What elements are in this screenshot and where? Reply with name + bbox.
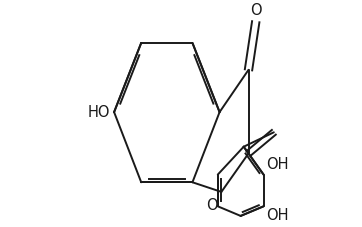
Text: OH: OH [266, 157, 288, 172]
Text: O: O [250, 3, 262, 18]
Text: O: O [206, 198, 218, 213]
Text: HO: HO [87, 105, 110, 120]
Text: OH: OH [266, 208, 288, 224]
